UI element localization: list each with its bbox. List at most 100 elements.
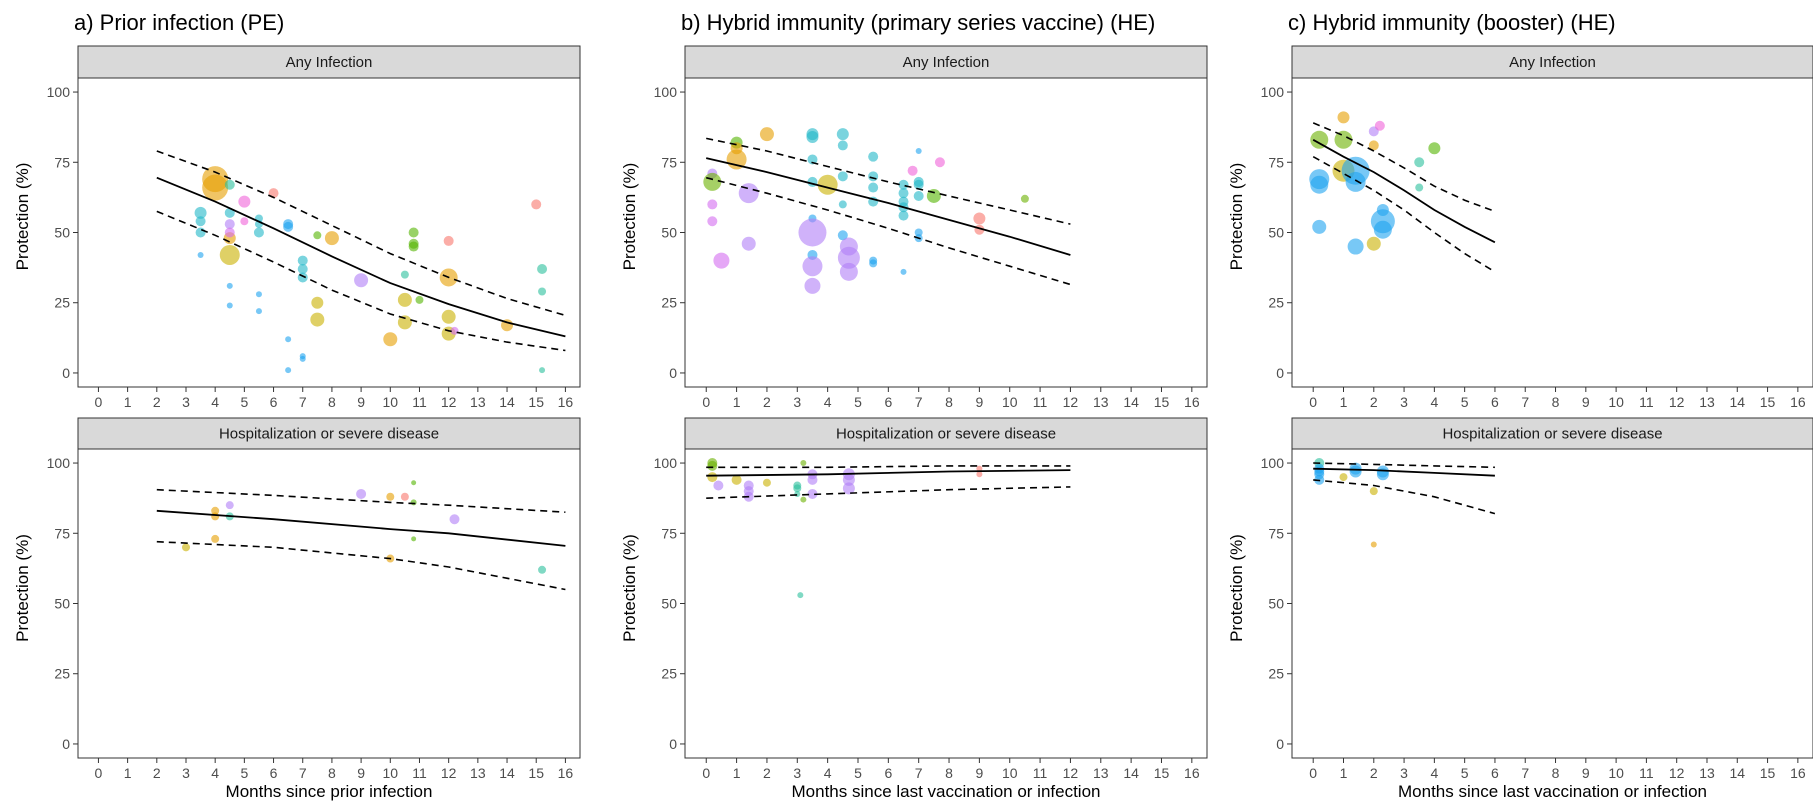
x-tick-label: 2 xyxy=(153,394,161,410)
y-tick-label: 50 xyxy=(1268,596,1284,612)
x-tick-label: 15 xyxy=(1154,394,1170,410)
x-tick-label: 10 xyxy=(1608,765,1624,781)
data-point xyxy=(531,199,542,210)
y-axis-label: Protection (%) xyxy=(620,534,639,642)
x-tick-label: 5 xyxy=(1461,394,1469,410)
y-tick-label: 0 xyxy=(1276,365,1284,381)
x-tick-label: 10 xyxy=(1002,394,1018,410)
x-tick-label: 15 xyxy=(1154,765,1170,781)
lower-bound-line xyxy=(706,176,1071,286)
x-tick-label: 6 xyxy=(884,394,892,410)
y-tick-label: 75 xyxy=(661,154,677,170)
data-point xyxy=(285,336,292,343)
strip-background xyxy=(684,417,1208,450)
data-point xyxy=(397,315,412,330)
x-tick-label: 16 xyxy=(1790,765,1806,781)
data-point xyxy=(297,255,308,266)
x-tick-label: 11 xyxy=(412,765,427,781)
x-tick-label: 5 xyxy=(1461,765,1469,781)
x-tick-label: 13 xyxy=(1093,765,1109,781)
panel-1-1: Hospitalization or severe disease0255075… xyxy=(620,417,1208,781)
strip-label: Any Infection xyxy=(903,54,990,71)
x-tick-label: 4 xyxy=(1430,765,1438,781)
y-tick-label: 100 xyxy=(1261,455,1285,471)
data-point xyxy=(397,292,412,307)
x-tick-label: 3 xyxy=(1400,394,1408,410)
data-point xyxy=(976,465,983,472)
data-point xyxy=(240,217,249,226)
chart-title: c) Hybrid immunity (booster) (HE) xyxy=(1288,10,1616,35)
data-point xyxy=(731,474,742,485)
x-tick-label: 4 xyxy=(824,394,832,410)
x-tick-label: 12 xyxy=(441,765,457,781)
x-tick-label: 0 xyxy=(702,765,710,781)
x-tick-label: 5 xyxy=(240,394,248,410)
y-tick-label: 25 xyxy=(1268,666,1284,682)
y-tick-label: 0 xyxy=(1276,736,1284,752)
x-tick-label: 0 xyxy=(95,765,103,781)
data-point xyxy=(211,512,220,521)
strip-label: Hospitalization or severe disease xyxy=(219,426,439,443)
x-axis-label: Months since prior infection xyxy=(226,782,433,801)
panel-border xyxy=(77,448,581,759)
x-tick-label: 16 xyxy=(1184,394,1200,410)
fit-line xyxy=(705,157,1071,256)
x-tick-label: 14 xyxy=(1123,394,1139,410)
x-tick-label: 10 xyxy=(1608,394,1624,410)
lower-bound-line xyxy=(1312,156,1496,273)
data-point xyxy=(1020,194,1029,203)
data-point xyxy=(449,514,460,525)
x-tick-label: 3 xyxy=(182,765,190,781)
data-point xyxy=(868,171,879,182)
x-tick-label: 1 xyxy=(1340,394,1348,410)
data-point xyxy=(297,272,308,283)
data-point xyxy=(713,252,730,269)
strip-background xyxy=(1291,45,1813,79)
x-tick-label: 4 xyxy=(211,765,219,781)
data-point xyxy=(538,287,547,296)
data-point xyxy=(1310,175,1329,194)
data-point xyxy=(837,230,848,241)
panel-2-1: Hospitalization or severe disease0255075… xyxy=(1227,417,1813,781)
y-axis-label: Protection (%) xyxy=(13,534,32,642)
x-tick-label: 13 xyxy=(470,765,486,781)
x-tick-label: 6 xyxy=(1491,394,1499,410)
y-tick-label: 100 xyxy=(654,84,678,100)
x-tick-label: 16 xyxy=(1184,765,1200,781)
data-point xyxy=(226,282,233,289)
y-tick-label: 25 xyxy=(661,295,677,311)
data-point xyxy=(900,268,907,275)
x-tick-label: 10 xyxy=(1002,765,1018,781)
y-axis-label: Protection (%) xyxy=(1227,534,1246,642)
data-point xyxy=(804,277,821,294)
data-point xyxy=(1339,473,1348,482)
x-tick-label: 2 xyxy=(153,765,161,781)
x-tick-label: 3 xyxy=(793,394,801,410)
data-point xyxy=(1374,120,1385,131)
data-point xyxy=(195,216,206,227)
fit-line xyxy=(706,469,1071,477)
data-point xyxy=(386,492,395,501)
x-tick-label: 5 xyxy=(854,765,862,781)
x-tick-label: 15 xyxy=(1760,394,1776,410)
panel-border xyxy=(1291,448,1813,759)
x-tick-label: 6 xyxy=(270,394,278,410)
data-point xyxy=(415,295,424,304)
y-tick-label: 50 xyxy=(54,596,70,612)
data-point xyxy=(299,355,306,362)
lower-bound-line xyxy=(706,486,1071,499)
data-point xyxy=(898,179,909,190)
chart-1: b) Hybrid immunity (primary series vacci… xyxy=(620,10,1208,801)
data-point xyxy=(253,227,264,238)
data-point xyxy=(450,326,459,335)
x-tick-label: 0 xyxy=(1309,394,1317,410)
data-point xyxy=(408,241,419,252)
data-point xyxy=(759,127,774,142)
data-point xyxy=(195,227,206,238)
strip-background xyxy=(684,45,1208,79)
data-point xyxy=(817,174,838,195)
data-point xyxy=(976,471,983,478)
upper-bound-line xyxy=(1313,462,1495,469)
